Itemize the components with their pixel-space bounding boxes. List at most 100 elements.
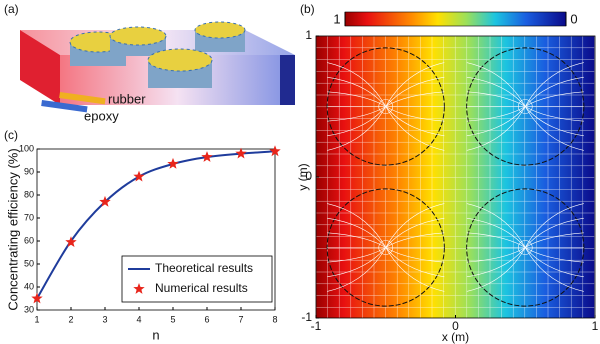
flux-line [327, 91, 386, 107]
flux-line [525, 106, 584, 122]
y-tick-label: 50 [24, 258, 34, 268]
x-tick-label: -1 [311, 319, 322, 333]
star-marker [99, 195, 111, 207]
y-axis-label: Concentrating efficiency (%) [5, 148, 20, 310]
flux-line [466, 203, 526, 248]
flux-line [466, 217, 526, 248]
flux-line [524, 106, 584, 151]
flux-line [385, 91, 445, 107]
y-tick-label: 0 [305, 169, 312, 183]
colorbar [344, 11, 567, 27]
core [378, 99, 394, 114]
field [316, 36, 595, 318]
legend-star [133, 283, 145, 294]
flux-line [466, 247, 526, 263]
flux-line [385, 106, 445, 122]
flux-line [466, 62, 526, 107]
star-marker [269, 145, 281, 157]
flux-line [327, 203, 387, 248]
flux-line [525, 106, 584, 137]
flux-line [385, 62, 445, 107]
panel-label: (c) [4, 128, 18, 142]
star-marker [235, 147, 247, 159]
y-tick-label: 100 [19, 143, 34, 153]
y-axis-label: y (m) [296, 163, 310, 190]
flux-line [525, 247, 584, 263]
x-tick-label: 1 [592, 319, 599, 333]
illustration: rubber epoxy [20, 21, 295, 123]
x-tick-label: 6 [204, 314, 209, 324]
flux-line [327, 232, 386, 248]
flux-line [385, 247, 445, 278]
flux-line [466, 106, 526, 151]
flux-line [385, 247, 445, 263]
flux-line [466, 91, 526, 107]
flux-line [385, 106, 445, 137]
flux-line [327, 247, 387, 292]
label-epoxy: epoxy [84, 108, 119, 123]
flux-line [525, 232, 584, 248]
legend-box [121, 255, 273, 303]
x-tick-label: 2 [68, 314, 73, 324]
core [517, 99, 533, 114]
y-tick-label: 80 [24, 189, 34, 199]
mesh [315, 35, 595, 318]
flux-line [385, 203, 445, 248]
flux-line [466, 106, 526, 122]
star-marker [65, 236, 77, 247]
x-tick-label: 4 [136, 314, 141, 324]
flux-line [327, 106, 386, 137]
star-marker [167, 157, 179, 169]
colorbar-tick-label: 1 [333, 11, 340, 26]
flux-line [327, 106, 387, 151]
y-tick-label: 90 [24, 166, 34, 176]
flux-line [466, 247, 526, 292]
flux-line [327, 247, 386, 278]
flux-line [385, 247, 445, 292]
flux-line [327, 217, 386, 248]
flux-line [327, 106, 386, 122]
flux-line [385, 217, 445, 248]
flux-line [466, 247, 526, 278]
panel-label: (a) [4, 2, 19, 16]
panel-label: (b) [300, 2, 315, 16]
y-tick-label: 40 [24, 281, 34, 291]
label-rubber: rubber [108, 91, 146, 106]
cylinders [69, 21, 246, 88]
x-axis-label: x (m) [442, 330, 469, 344]
flux-line [466, 106, 526, 137]
flux-line [327, 247, 386, 263]
flux-line [525, 217, 584, 248]
flux-line [385, 106, 445, 151]
flux-line [525, 91, 584, 107]
x-tick-label: 3 [102, 314, 107, 324]
x-tick-label: 8 [272, 314, 277, 324]
flux-line [385, 232, 445, 248]
flux-line [524, 247, 584, 292]
x-tick-label: 1 [34, 314, 39, 324]
x-axis-label: n [152, 327, 159, 342]
y-tick-label: -1 [301, 310, 312, 324]
star-marker [133, 170, 145, 182]
x-tick-label: 7 [238, 314, 243, 324]
y-tick-label: 70 [24, 212, 34, 222]
x-tick-label: 5 [170, 314, 175, 324]
flux-line [524, 62, 584, 107]
y-tick-label: 1 [305, 28, 312, 42]
flux-line [525, 247, 584, 278]
core [517, 240, 533, 255]
star-marker [201, 151, 213, 162]
x-tick-label: 0 [452, 319, 459, 333]
flux-line [524, 203, 584, 248]
flux-line [327, 76, 386, 107]
flux-line [525, 76, 584, 107]
flux-line [466, 76, 526, 107]
y-tick-label: 60 [24, 235, 34, 245]
star-marker [31, 292, 43, 304]
core [378, 240, 394, 255]
legend-label: Theoretical results [155, 261, 253, 275]
legend-label: Numerical results [155, 281, 248, 295]
flux-line [327, 62, 387, 107]
colorbar-tick-label: 0 [570, 11, 577, 26]
